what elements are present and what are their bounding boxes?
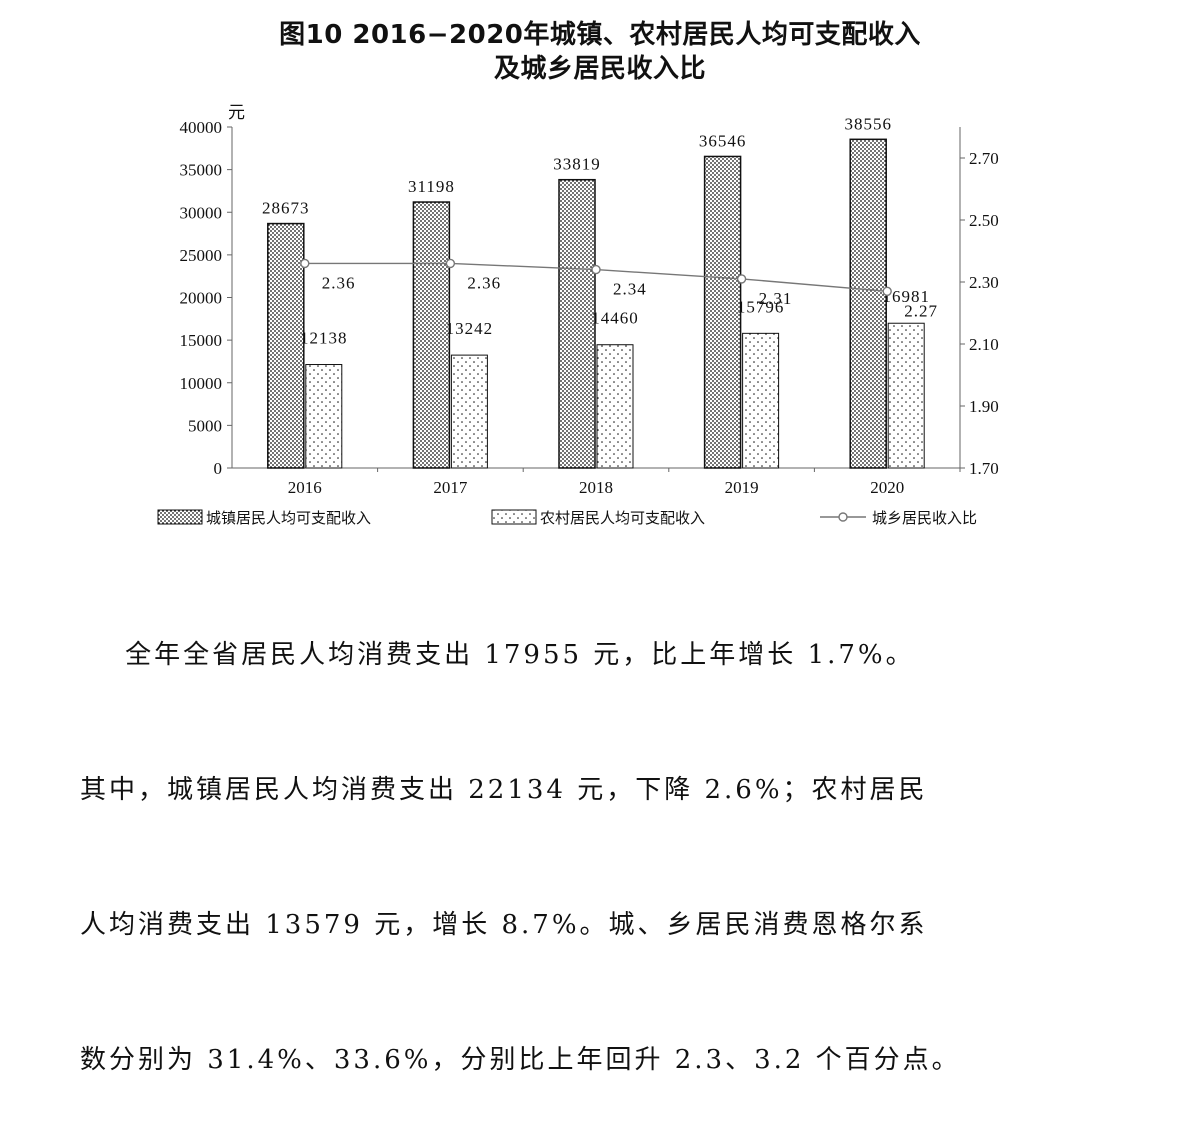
x-tick-label: 2019 <box>725 478 759 497</box>
data-label-urban: 31198 <box>408 177 455 196</box>
data-label-rural: 13242 <box>446 319 494 338</box>
legend-marker-ratio <box>838 512 848 522</box>
paragraph-line-3: 人均消费支出 13579 元，增长 8.7%。城、乡居民消费恩格尔系 <box>80 910 928 940</box>
data-label-ratio: 2.36 <box>322 273 356 292</box>
y-tick-label: 15000 <box>180 331 223 350</box>
legend-label-ratio: 城乡居民收入比 <box>872 509 977 527</box>
x-tick-label: 2016 <box>288 478 322 497</box>
chart-title-line-1: 图10 2016−2020年城镇、农村居民人均可支配收入 <box>279 20 921 50</box>
y-tick-label: 5000 <box>188 416 222 435</box>
data-label-ratio: 2.31 <box>759 289 793 308</box>
bar-rural <box>887 322 925 469</box>
data-label-ratio: 2.34 <box>613 280 647 299</box>
data-label-ratio: 2.36 <box>467 273 501 292</box>
legend: 城镇居民人均可支配收入 农村居民人均可支配收入 城乡居民收入比 <box>157 509 977 527</box>
bar-urban <box>703 155 742 469</box>
data-label-urban: 38556 <box>844 114 892 133</box>
chart-title: 图10 2016−2020年城镇、农村居民人均可支配收入 及城乡居民收入比 <box>0 18 1200 86</box>
y2-tick-label: 1.90 <box>969 397 999 416</box>
data-label-urban: 36546 <box>699 131 747 150</box>
y-tick-label: 20000 <box>180 289 223 308</box>
plot-area: 0 5000 10000 15000 20000 25000 30000 35000 40000… <box>180 114 999 497</box>
data-label-rural: 12138 <box>300 329 348 348</box>
y-tick-label: 25000 <box>180 246 223 265</box>
bar-rural <box>596 344 634 469</box>
body-paragraph: 全年全省居民人均消费支出 17955 元，比上年增长 1.7%。 其中，城镇居民… <box>80 543 1120 1128</box>
ratio-point <box>882 286 892 296</box>
y-tick-label: 10000 <box>180 374 223 393</box>
paragraph-line-2: 其中，城镇居民人均消费支出 22134 元，下降 2.6%；农村居民 <box>80 775 928 805</box>
data-label-urban: 28673 <box>262 199 310 218</box>
y-tick-label: 30000 <box>180 203 223 222</box>
chart-title-line-2: 及城乡居民收入比 <box>493 54 706 84</box>
y-axis-unit-label: 元 <box>228 103 245 122</box>
data-label-rural: 15796 <box>737 297 785 316</box>
paragraph-line-1: 全年全省居民人均消费支出 17955 元，比上年增长 1.7%。 <box>80 640 915 670</box>
y2-tick-label: 1.70 <box>969 459 999 478</box>
data-label-rural: 16981 <box>882 287 930 306</box>
y2-tick-label: 2.30 <box>969 273 999 292</box>
legend-label-rural: 农村居民人均可支配收入 <box>540 509 705 527</box>
x-tick-label: 2020 <box>870 478 904 497</box>
bar-urban <box>412 201 451 469</box>
bar-rural <box>742 332 780 469</box>
legend-swatch-urban <box>157 509 203 525</box>
y2-tick-label: 2.70 <box>969 149 999 168</box>
legend-label-urban: 城镇居民人均可支配收入 <box>206 509 371 527</box>
ratio-point <box>591 264 601 275</box>
bar-urban <box>558 178 596 469</box>
legend-swatch-rural <box>491 509 537 525</box>
data-label-urban: 33819 <box>553 155 601 174</box>
ratio-point <box>736 274 747 284</box>
bar-rural <box>450 354 488 469</box>
paragraph-line-4: 数分别为 31.4%、33.6%，分别比上年回升 2.3、3.2 个百分点。 <box>80 1045 961 1075</box>
y-tick-label: 40000 <box>180 118 223 137</box>
data-label-ratio: 2.27 <box>904 301 938 320</box>
ratio-point <box>445 258 456 269</box>
income-chart: 元 0 5000 10000 15000 20000 25000 30000 35000 400… <box>157 103 999 527</box>
bar-urban <box>849 138 887 469</box>
data-label-rural: 14460 <box>591 309 639 328</box>
y-tick-label: 35000 <box>180 161 223 180</box>
y2-tick-label: 2.50 <box>969 211 999 230</box>
ratio-point <box>300 258 310 269</box>
x-tick-label: 2017 <box>433 478 468 497</box>
x-tick-label: 2018 <box>579 478 613 497</box>
y-tick-label: 0 <box>214 459 223 478</box>
bar-urban <box>267 222 305 469</box>
bar-rural <box>305 364 343 469</box>
y2-tick-label: 2.10 <box>969 335 999 354</box>
